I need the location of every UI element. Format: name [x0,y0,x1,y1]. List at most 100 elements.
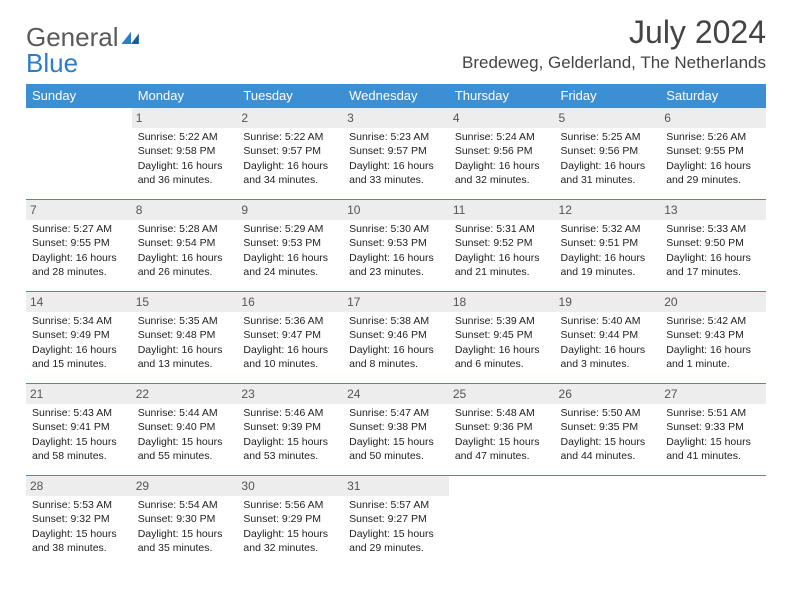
day-number: 29 [132,476,238,496]
day-info: Sunrise: 5:33 AMSunset: 9:50 PMDaylight:… [664,222,762,279]
day-number: 12 [555,200,661,220]
day-number: 7 [26,200,132,220]
day-number: 1 [132,108,238,128]
day-info: Sunrise: 5:23 AMSunset: 9:57 PMDaylight:… [347,130,445,187]
calendar-day [555,476,661,568]
calendar-day: 12Sunrise: 5:32 AMSunset: 9:51 PMDayligh… [555,200,661,292]
calendar-day: 2Sunrise: 5:22 AMSunset: 9:57 PMDaylight… [237,108,343,200]
day-info: Sunrise: 5:35 AMSunset: 9:48 PMDaylight:… [136,314,234,371]
day-info: Sunrise: 5:31 AMSunset: 9:52 PMDaylight:… [453,222,551,279]
day-info: Sunrise: 5:29 AMSunset: 9:53 PMDaylight:… [241,222,339,279]
calendar-week: 14Sunrise: 5:34 AMSunset: 9:49 PMDayligh… [26,292,766,384]
day-number: 13 [660,200,766,220]
day-number: 2 [237,108,343,128]
day-info: Sunrise: 5:43 AMSunset: 9:41 PMDaylight:… [30,406,128,463]
day-info: Sunrise: 5:54 AMSunset: 9:30 PMDaylight:… [136,498,234,555]
day-info: Sunrise: 5:38 AMSunset: 9:46 PMDaylight:… [347,314,445,371]
day-number: 22 [132,384,238,404]
day-info: Sunrise: 5:30 AMSunset: 9:53 PMDaylight:… [347,222,445,279]
calendar-day: 7Sunrise: 5:27 AMSunset: 9:55 PMDaylight… [26,200,132,292]
day-number: 26 [555,384,661,404]
day-header: Saturday [660,84,766,108]
day-number: 24 [343,384,449,404]
day-number: 8 [132,200,238,220]
brand-part1: General [26,24,119,50]
day-info: Sunrise: 5:48 AMSunset: 9:36 PMDaylight:… [453,406,551,463]
day-number: 11 [449,200,555,220]
calendar-body: 1Sunrise: 5:22 AMSunset: 9:58 PMDaylight… [26,108,766,568]
day-number: 27 [660,384,766,404]
calendar-day [660,476,766,568]
brand-logo: GeneralBlue [26,14,141,76]
calendar-day: 5Sunrise: 5:25 AMSunset: 9:56 PMDaylight… [555,108,661,200]
logo-icon [121,22,141,48]
calendar-day: 14Sunrise: 5:34 AMSunset: 9:49 PMDayligh… [26,292,132,384]
calendar-day: 24Sunrise: 5:47 AMSunset: 9:38 PMDayligh… [343,384,449,476]
day-header: Thursday [449,84,555,108]
calendar-day [449,476,555,568]
day-info: Sunrise: 5:39 AMSunset: 9:45 PMDaylight:… [453,314,551,371]
day-header: Friday [555,84,661,108]
calendar-week: 28Sunrise: 5:53 AMSunset: 9:32 PMDayligh… [26,476,766,568]
calendar-day: 18Sunrise: 5:39 AMSunset: 9:45 PMDayligh… [449,292,555,384]
day-number: 15 [132,292,238,312]
header: GeneralBlue July 2024 Bredeweg, Gelderla… [26,14,766,76]
day-info: Sunrise: 5:51 AMSunset: 9:33 PMDaylight:… [664,406,762,463]
day-number: 30 [237,476,343,496]
day-header: Monday [132,84,238,108]
calendar-week: 1Sunrise: 5:22 AMSunset: 9:58 PMDaylight… [26,108,766,200]
day-number: 17 [343,292,449,312]
day-info: Sunrise: 5:40 AMSunset: 9:44 PMDaylight:… [559,314,657,371]
title-block: July 2024 Bredeweg, Gelderland, The Neth… [462,14,766,73]
calendar-day: 10Sunrise: 5:30 AMSunset: 9:53 PMDayligh… [343,200,449,292]
day-number: 9 [237,200,343,220]
day-info: Sunrise: 5:28 AMSunset: 9:54 PMDaylight:… [136,222,234,279]
day-info: Sunrise: 5:57 AMSunset: 9:27 PMDaylight:… [347,498,445,555]
day-info: Sunrise: 5:42 AMSunset: 9:43 PMDaylight:… [664,314,762,371]
day-info: Sunrise: 5:24 AMSunset: 9:56 PMDaylight:… [453,130,551,187]
day-number: 4 [449,108,555,128]
day-number: 19 [555,292,661,312]
calendar-day: 15Sunrise: 5:35 AMSunset: 9:48 PMDayligh… [132,292,238,384]
calendar-day: 29Sunrise: 5:54 AMSunset: 9:30 PMDayligh… [132,476,238,568]
calendar-day: 20Sunrise: 5:42 AMSunset: 9:43 PMDayligh… [660,292,766,384]
calendar-day: 9Sunrise: 5:29 AMSunset: 9:53 PMDaylight… [237,200,343,292]
calendar-week: 7Sunrise: 5:27 AMSunset: 9:55 PMDaylight… [26,200,766,292]
day-info: Sunrise: 5:34 AMSunset: 9:49 PMDaylight:… [30,314,128,371]
day-info: Sunrise: 5:25 AMSunset: 9:56 PMDaylight:… [559,130,657,187]
day-info: Sunrise: 5:47 AMSunset: 9:38 PMDaylight:… [347,406,445,463]
calendar-day: 23Sunrise: 5:46 AMSunset: 9:39 PMDayligh… [237,384,343,476]
day-number: 5 [555,108,661,128]
calendar-day: 11Sunrise: 5:31 AMSunset: 9:52 PMDayligh… [449,200,555,292]
day-number: 25 [449,384,555,404]
day-header: Sunday [26,84,132,108]
day-info: Sunrise: 5:56 AMSunset: 9:29 PMDaylight:… [241,498,339,555]
day-info: Sunrise: 5:22 AMSunset: 9:57 PMDaylight:… [241,130,339,187]
calendar-table: SundayMondayTuesdayWednesdayThursdayFrid… [26,84,766,568]
day-info: Sunrise: 5:50 AMSunset: 9:35 PMDaylight:… [559,406,657,463]
calendar-day: 13Sunrise: 5:33 AMSunset: 9:50 PMDayligh… [660,200,766,292]
day-number: 3 [343,108,449,128]
day-number: 21 [26,384,132,404]
calendar-day: 28Sunrise: 5:53 AMSunset: 9:32 PMDayligh… [26,476,132,568]
day-number: 16 [237,292,343,312]
day-info: Sunrise: 5:26 AMSunset: 9:55 PMDaylight:… [664,130,762,187]
day-number: 10 [343,200,449,220]
calendar-day: 25Sunrise: 5:48 AMSunset: 9:36 PMDayligh… [449,384,555,476]
day-info: Sunrise: 5:32 AMSunset: 9:51 PMDaylight:… [559,222,657,279]
day-number: 23 [237,384,343,404]
calendar-day: 1Sunrise: 5:22 AMSunset: 9:58 PMDaylight… [132,108,238,200]
calendar-day: 8Sunrise: 5:28 AMSunset: 9:54 PMDaylight… [132,200,238,292]
day-header: Tuesday [237,84,343,108]
day-number: 28 [26,476,132,496]
calendar-header-row: SundayMondayTuesdayWednesdayThursdayFrid… [26,84,766,108]
calendar-day: 22Sunrise: 5:44 AMSunset: 9:40 PMDayligh… [132,384,238,476]
page-title: July 2024 [462,14,766,51]
day-info: Sunrise: 5:46 AMSunset: 9:39 PMDaylight:… [241,406,339,463]
day-info: Sunrise: 5:22 AMSunset: 9:58 PMDaylight:… [136,130,234,187]
calendar-day: 27Sunrise: 5:51 AMSunset: 9:33 PMDayligh… [660,384,766,476]
day-number: 18 [449,292,555,312]
calendar-day: 31Sunrise: 5:57 AMSunset: 9:27 PMDayligh… [343,476,449,568]
calendar-day [26,108,132,200]
day-number: 31 [343,476,449,496]
